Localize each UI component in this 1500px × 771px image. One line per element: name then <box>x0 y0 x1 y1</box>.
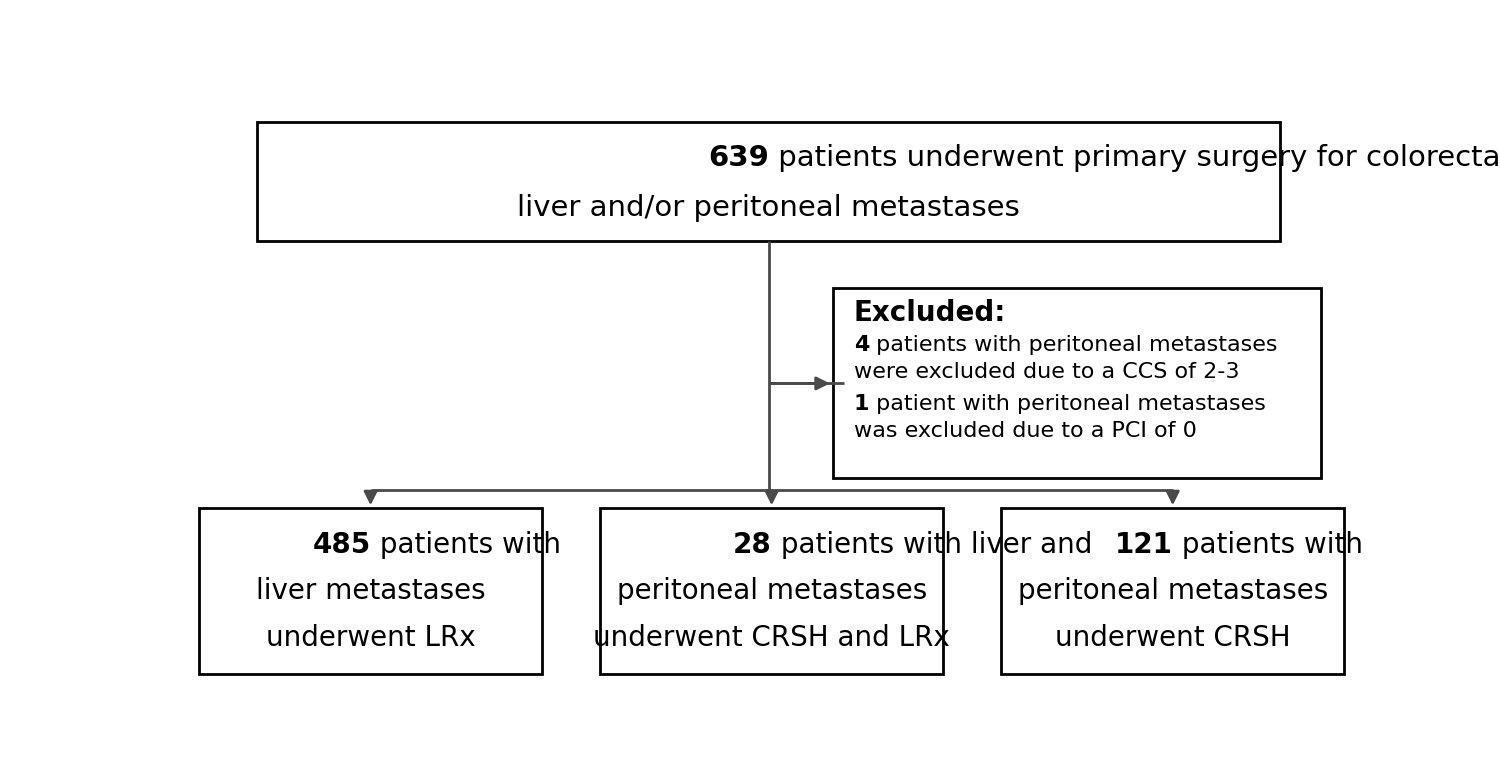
Bar <box>258 122 1280 241</box>
Text: peritoneal metastases: peritoneal metastases <box>1017 577 1328 605</box>
Text: patients with: patients with <box>1173 530 1362 559</box>
Text: liver metastases: liver metastases <box>256 577 486 605</box>
Text: was excluded due to a PCI of 0: was excluded due to a PCI of 0 <box>853 421 1197 441</box>
Text: Excluded:: Excluded: <box>853 299 1006 328</box>
Text: underwent LRx: underwent LRx <box>266 624 476 651</box>
Text: liver and/or peritoneal metastases: liver and/or peritoneal metastases <box>518 194 1020 222</box>
Text: patients underwent primary surgery for colorectal cancer: patients underwent primary surgery for c… <box>768 144 1500 172</box>
Bar <box>200 508 542 675</box>
Text: patients with: patients with <box>370 530 561 559</box>
Text: underwent CRSH: underwent CRSH <box>1054 624 1290 651</box>
Text: patients with liver and: patients with liver and <box>771 530 1092 559</box>
Bar <box>600 508 944 675</box>
Text: 4: 4 <box>853 335 868 355</box>
Text: 121: 121 <box>1114 530 1173 559</box>
Text: 639: 639 <box>708 144 768 172</box>
Text: peritoneal metastases: peritoneal metastases <box>616 577 927 605</box>
Text: underwent CRSH and LRx: underwent CRSH and LRx <box>594 624 950 651</box>
Text: 485: 485 <box>312 530 370 559</box>
Text: patient with peritoneal metastases: patient with peritoneal metastases <box>868 394 1266 414</box>
Text: were excluded due to a CCS of 2-3: were excluded due to a CCS of 2-3 <box>853 362 1239 382</box>
Bar <box>833 288 1322 478</box>
Bar <box>1002 508 1344 675</box>
Text: 1: 1 <box>853 394 868 414</box>
Text: 28: 28 <box>734 530 771 559</box>
Text: patients with peritoneal metastases: patients with peritoneal metastases <box>868 335 1278 355</box>
